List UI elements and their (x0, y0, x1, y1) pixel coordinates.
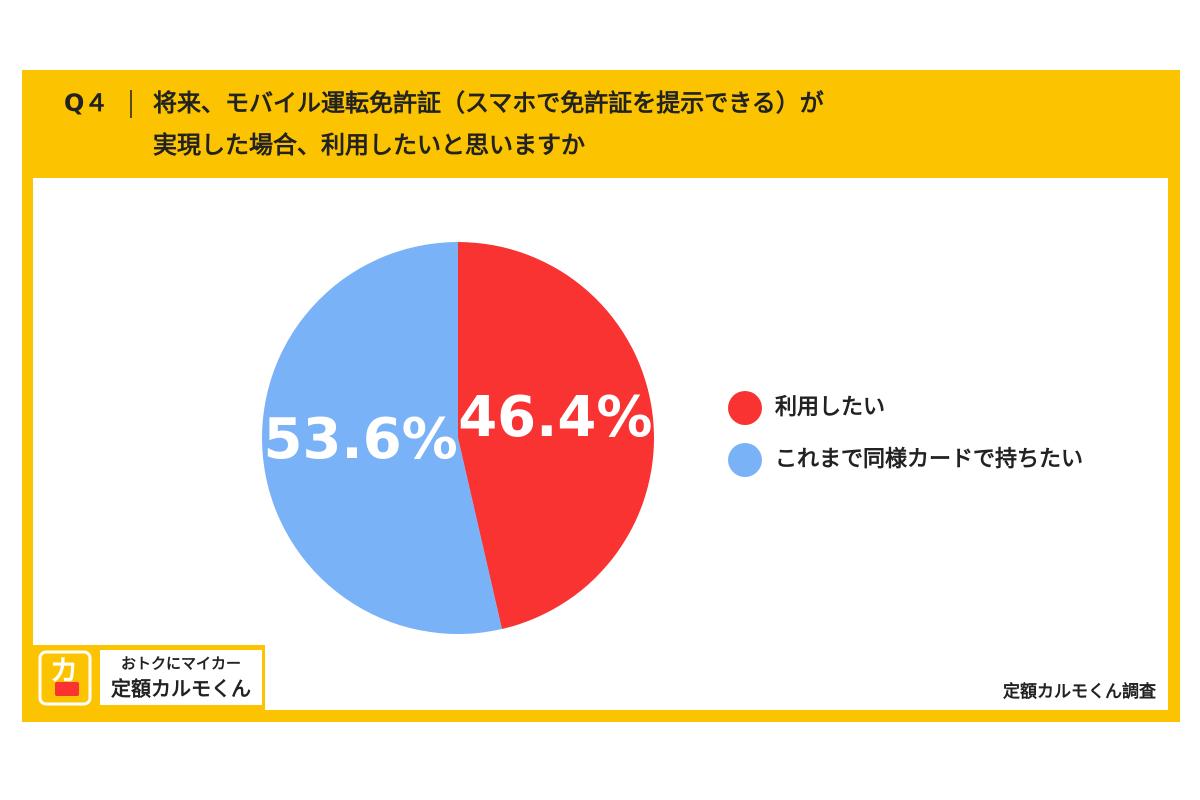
source: 定額カルモくん調査 (1003, 681, 1157, 702)
legend-label: これまで同様カードで持ちたい (775, 446, 1083, 472)
chart-title: 実現した場合、利用したいと思いますか (153, 131, 585, 159)
logo-text-bg (100, 650, 262, 705)
question-number: Q４ (64, 89, 108, 117)
logo: カ おトクにマイカー 定額カルモくん (33, 645, 265, 710)
value-label: 46.4% (458, 385, 652, 450)
legend-marker (728, 391, 762, 425)
pie-slice (261, 242, 502, 634)
logo-glyph: カ (50, 654, 78, 687)
legend-marker (728, 443, 762, 477)
value-label: 53.6% (263, 407, 457, 472)
pie-slice (458, 242, 654, 630)
logo-car (55, 682, 79, 696)
logo-tagline: おトクにマイカー (121, 655, 241, 673)
legend-label: 利用したい (775, 395, 885, 420)
chart-title: 将来、モバイル運転免許証（スマホで免許証を提示できる）が (153, 89, 824, 117)
logo-name: 定額カルモくん (111, 677, 251, 701)
